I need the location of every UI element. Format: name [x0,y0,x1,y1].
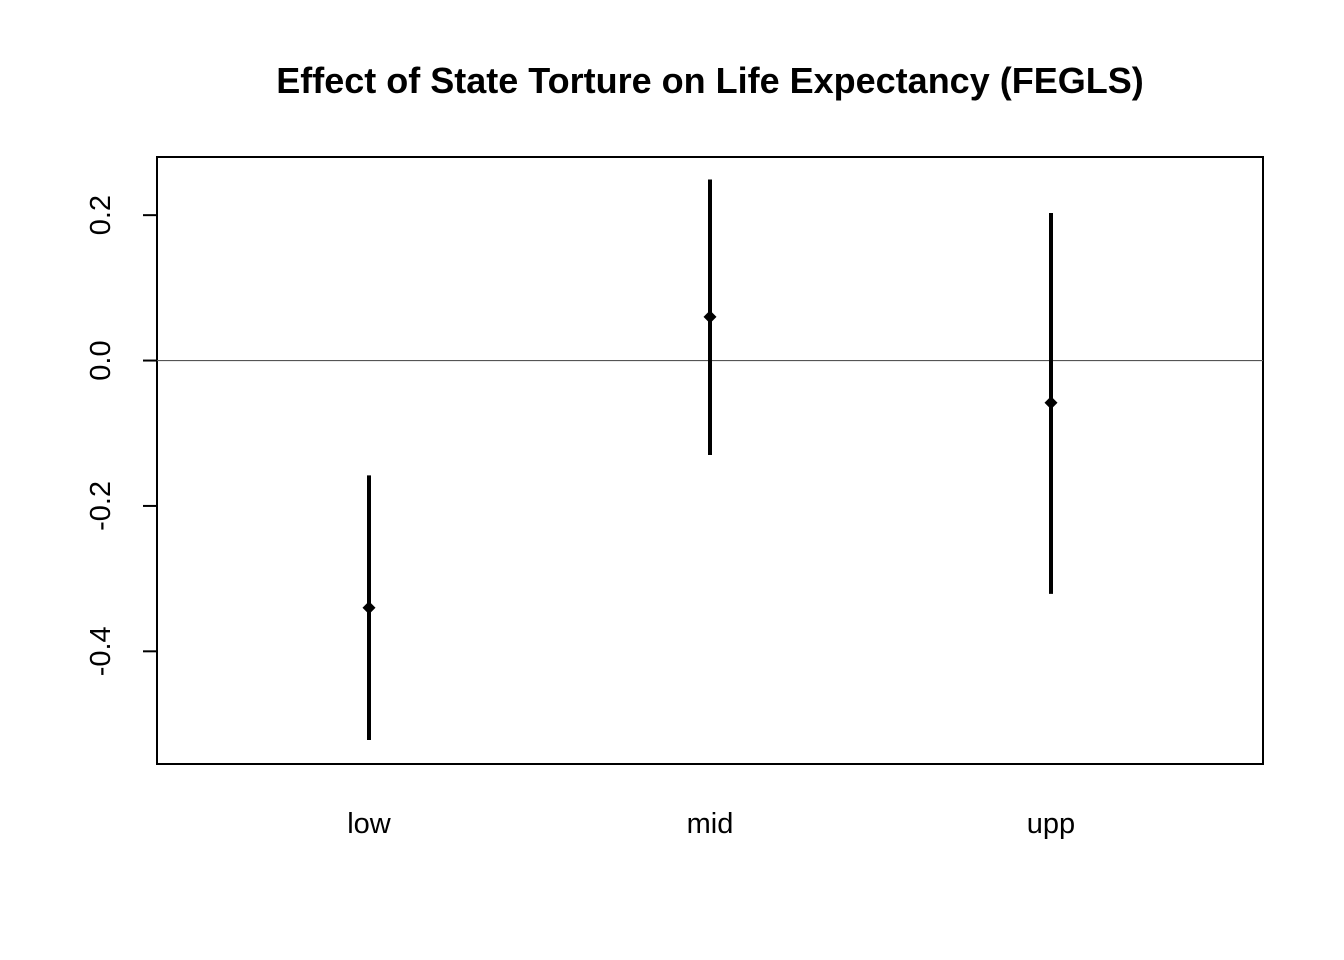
x-category-label: low [347,808,392,840]
chart-marks: -0.4 -0.2 0.0 0.2 low mid upp [85,179,1263,840]
point-estimate-mid [703,310,717,324]
y-tick-label: 0.0 [85,340,117,380]
chart-title: Effect of State Torture on Life Expectan… [276,60,1143,101]
y-tick-label: -0.4 [85,626,117,676]
plot-frame [156,156,1264,765]
point-estimate-upp [1044,396,1058,410]
y-tick-label: -0.2 [85,481,117,531]
x-category-label: mid [687,808,734,840]
y-tick-label: 0.2 [85,195,117,235]
point-estimate-low [362,601,376,615]
x-category-label: upp [1027,808,1075,840]
